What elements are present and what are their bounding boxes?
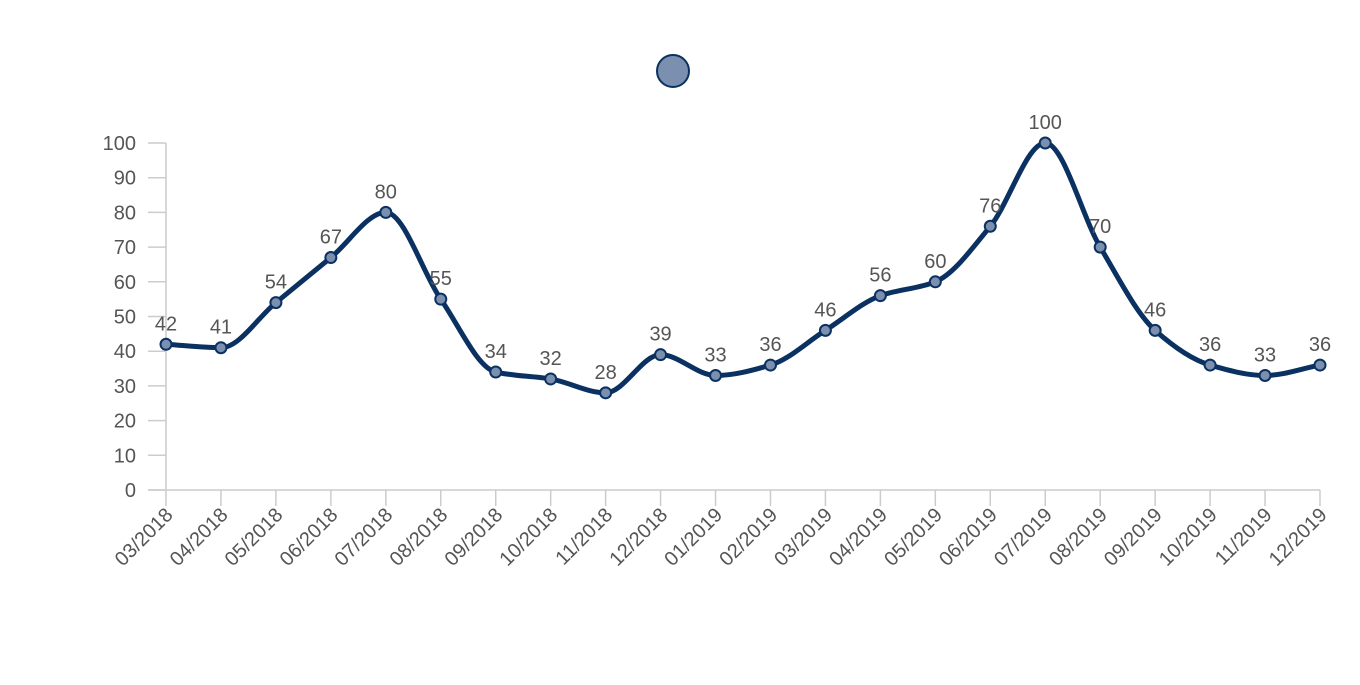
data-point[interactable] [983,219,997,233]
series-lines [163,140,1323,396]
data-label: 100 [1029,112,1062,134]
data-point[interactable] [269,296,283,310]
x-tick-label: 07/2019 [990,504,1057,571]
x-tick-label: 12/2018 [605,504,672,571]
data-point[interactable] [1313,358,1327,372]
y-tick-label: 50 [114,307,136,329]
data-label: 46 [1144,299,1166,321]
y-tick-label: 100 [103,133,136,155]
data-label: 80 [375,181,397,203]
x-tick-label: 09/2019 [1100,504,1167,571]
data-label: 36 [759,334,781,356]
data-point[interactable] [818,323,832,337]
data-label: 28 [594,362,616,384]
data-point[interactable] [214,341,228,355]
x-tick-label: 04/2019 [825,504,892,571]
data-point[interactable] [928,275,942,289]
x-tick-label: 05/2019 [880,504,947,571]
x-tick-label: 01/2019 [660,504,727,571]
x-tick-label: 11/2019 [1211,504,1277,570]
data-label: 36 [1199,334,1221,356]
x-tick-label: 03/2018 [111,504,178,571]
data-point[interactable] [434,292,448,306]
data-point[interactable] [599,386,613,400]
data-label: 41 [210,317,232,339]
data-point[interactable] [763,358,777,372]
data-point[interactable] [324,251,338,265]
x-tick-label: 11/2018 [552,504,618,570]
x-tick-label: 07/2018 [331,504,398,571]
series-points [159,136,1327,400]
y-tick-label: 10 [114,445,136,467]
data-point[interactable] [1038,136,1052,150]
x-tick-label: 03/2019 [770,504,837,571]
x-tick-label: 08/2019 [1045,504,1112,571]
data-label: 32 [540,348,562,370]
legend-series-marker[interactable] [656,54,690,88]
series-line [163,140,1323,396]
data-point[interactable] [379,205,393,219]
y-tick-label: 90 [114,168,136,190]
data-label: 76 [979,195,1001,217]
x-tick-label: 05/2018 [221,504,288,571]
data-labels: 42 41 54 67 80 55 34 32 28 39 33 36 46 56 60 76 100 70 46 3… [155,112,1331,384]
data-point[interactable] [159,337,173,351]
data-label: 67 [320,227,342,249]
y-tick-label: 40 [114,341,136,363]
data-label: 33 [704,344,726,366]
data-point[interactable] [1093,240,1107,254]
data-point[interactable] [709,368,723,382]
x-tick-label: 02/2019 [715,504,782,571]
legend[interactable] [656,54,690,88]
data-label: 54 [265,272,287,294]
data-point[interactable] [1203,358,1217,372]
data-label: 34 [485,341,507,363]
data-point[interactable] [1258,368,1272,382]
x-tick-label: 12/2019 [1265,504,1332,571]
data-label: 46 [814,299,836,321]
x-tick-label: 10/2018 [496,504,563,571]
y-tick-label: 80 [114,202,136,224]
x-tick-label: 06/2018 [276,504,343,571]
data-label: 33 [1254,344,1276,366]
y-tick-label: 60 [114,272,136,294]
x-tick-label: 04/2018 [166,504,233,571]
data-point[interactable] [1148,323,1162,337]
data-point[interactable] [654,348,668,362]
data-label: 56 [869,265,891,287]
data-label: 55 [430,268,452,290]
data-point[interactable] [489,365,503,379]
data-label: 60 [924,251,946,273]
data-label: 70 [1089,216,1111,238]
x-tick-label: 10/2019 [1155,504,1222,571]
data-label: 39 [649,324,671,346]
y-tick-label: 70 [114,237,136,259]
data-point[interactable] [873,289,887,303]
y-tick-label: 30 [114,376,136,398]
x-tick-label: 08/2018 [386,504,453,571]
data-label: 36 [1309,334,1331,356]
data-label: 42 [155,313,177,335]
y-tick-label: 20 [114,411,136,433]
x-tick-label: 09/2018 [441,504,508,571]
data-point[interactable] [544,372,558,386]
y-tick-label: 0 [125,480,136,502]
x-tick-label: 06/2019 [935,504,1002,571]
